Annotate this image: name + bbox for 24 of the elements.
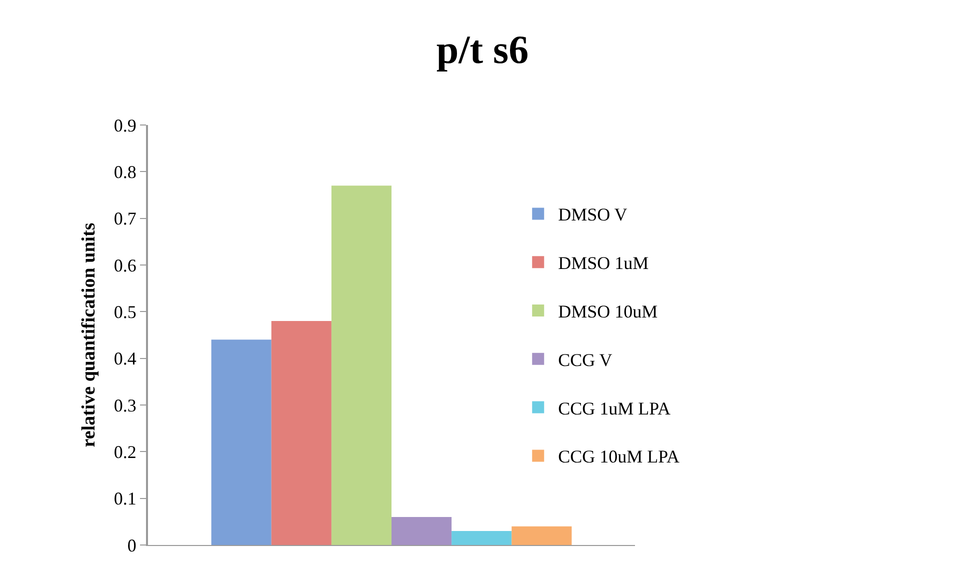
legend-label: DMSO 10uM xyxy=(558,302,658,322)
bar xyxy=(452,531,512,545)
y-tick-label: 0.9 xyxy=(114,115,136,136)
legend-label: CCG V xyxy=(558,350,612,370)
bar xyxy=(392,517,452,545)
legend-label: DMSO 1uM xyxy=(558,253,649,274)
y-tick-label: 0.8 xyxy=(114,162,136,182)
legend-label: DMSO V xyxy=(558,204,628,225)
bar xyxy=(331,186,392,545)
y-tick-label: 0.7 xyxy=(114,208,136,229)
legend-label: CCG 1uM LPA xyxy=(558,398,670,418)
y-tick-label: 0.2 xyxy=(114,442,136,462)
chart-title: p/t s6 xyxy=(436,26,529,72)
legend-label: CCG 10uM LPA xyxy=(558,446,680,467)
y-axis-title: relative quantification units xyxy=(78,222,100,448)
bar xyxy=(512,526,572,545)
y-tick-label: 0.4 xyxy=(114,348,136,369)
y-tick-label: 0.6 xyxy=(114,255,136,276)
bar xyxy=(211,340,272,545)
y-tick-label: 0.3 xyxy=(114,395,136,416)
bar xyxy=(271,321,332,545)
y-tick-label: 0 xyxy=(127,535,136,556)
y-tick-label: 0.1 xyxy=(114,488,136,509)
y-tick-label: 0.5 xyxy=(114,302,136,322)
